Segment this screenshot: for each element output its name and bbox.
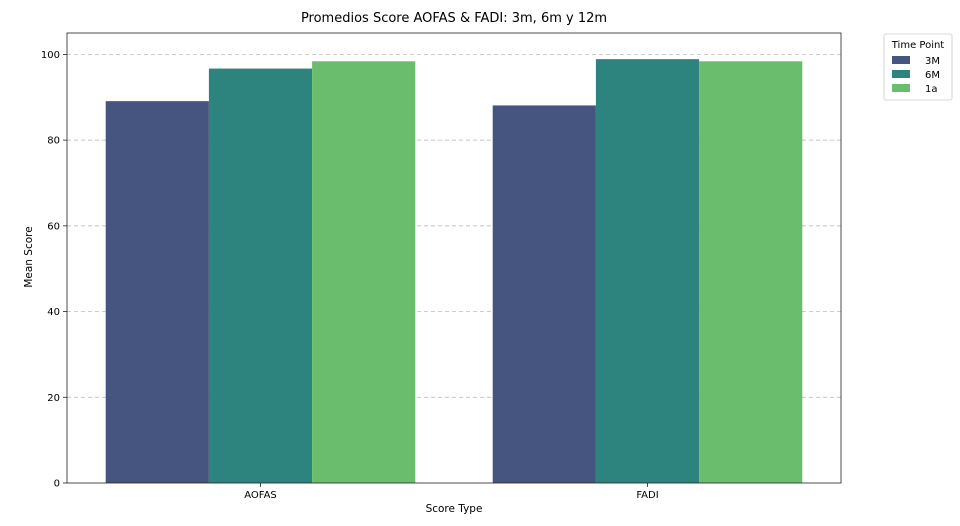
y-axis-label: Mean Score [23, 226, 35, 287]
bar-6M-FADI [595, 59, 700, 484]
bar-3M-AOFAS [105, 101, 209, 484]
x-tick-label: AOFAS [244, 490, 277, 501]
y-axis-ticks: 0 20 40 60 80 100 [41, 50, 67, 490]
plot-frame [66, 32, 842, 484]
x-tick-label: FADI [636, 490, 658, 501]
chart-title: Promedios Score AOFAS & FADI: 3m, 6m y 1… [301, 11, 607, 26]
bar-6M-AOFAS [208, 68, 313, 484]
y-tick-label: 60 [47, 221, 60, 232]
legend-label: 6M [925, 70, 940, 81]
legend-label: 3M [925, 56, 940, 67]
legend-entries: 3M 6M 1a [892, 56, 940, 95]
x-axis-ticks: AOFAS FADI [244, 483, 659, 501]
y-tick-label: 20 [47, 393, 60, 404]
legend-swatch [892, 84, 910, 92]
legend-swatch [892, 56, 910, 64]
y-tick-label: 40 [47, 307, 60, 318]
legend-label: 1a [925, 84, 938, 95]
y-tick-label: 80 [47, 136, 60, 147]
y-tick-label: 100 [41, 50, 60, 61]
legend-title: Time Point [891, 40, 945, 51]
bar-1a-AOFAS [312, 61, 416, 484]
y-tick-label: 0 [54, 479, 60, 490]
bar-1a-FADI [699, 61, 803, 484]
legend-swatch [892, 70, 910, 78]
legend: Time Point 3M 6M 1a [883, 33, 953, 101]
bar-3M-FADI [492, 105, 596, 483]
legend-frame [883, 33, 953, 101]
x-axis-label: Score Type [426, 503, 483, 515]
bars [105, 59, 803, 484]
